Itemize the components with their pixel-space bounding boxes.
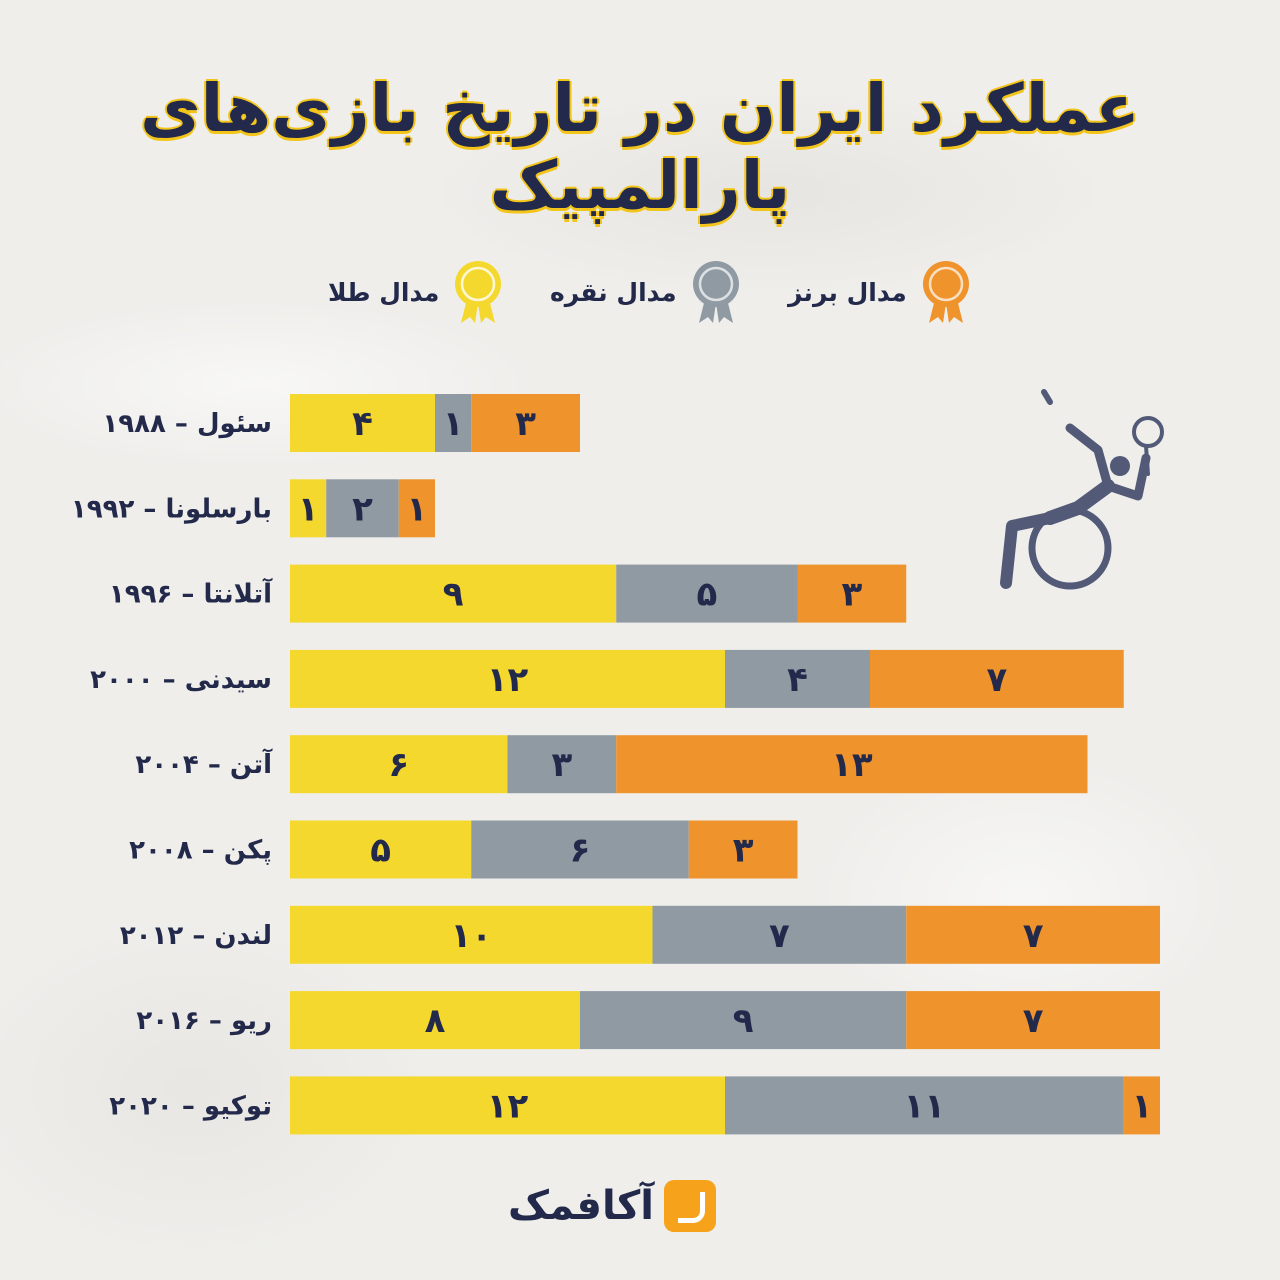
bar-segment-gold xyxy=(290,564,617,623)
data-label-bronze: ۳ xyxy=(733,831,754,871)
data-label-silver: ۲ xyxy=(352,489,373,529)
category-label: ۱۹۸۸ – سئول xyxy=(102,409,272,439)
data-label-gold: ۵ xyxy=(370,831,391,871)
data-label-silver: ۱ xyxy=(443,404,464,444)
brand-logo: آکافمک xyxy=(508,1178,716,1234)
data-label-silver: ۶ xyxy=(570,831,591,871)
gold-medal-icon xyxy=(455,261,502,323)
bar-segment-silver xyxy=(435,394,472,452)
bar-segment-gold xyxy=(290,991,580,1050)
category-label: ۲۰۱۶ – ریو xyxy=(136,1006,272,1036)
bar-segment-bronze xyxy=(616,735,1088,794)
category-label: ۲۰۲۰ – توکیو xyxy=(109,1091,272,1121)
bar-segment-bronze xyxy=(688,820,798,879)
data-label-silver: ۳ xyxy=(551,745,572,785)
data-label-bronze: ۷ xyxy=(986,660,1007,700)
legend-item-bronze: مدال برنز xyxy=(788,252,971,332)
data-label-silver: ۷ xyxy=(769,916,790,956)
category-label: ۱۹۹۶ – آتلانتا xyxy=(109,578,273,610)
data-label-bronze: ۷ xyxy=(1023,1001,1044,1041)
wheelchair-badminton-icon xyxy=(1000,389,1164,590)
bar-segment-gold xyxy=(290,479,327,538)
bar-segment-silver xyxy=(580,991,907,1050)
bronze-medal-icon xyxy=(922,261,969,323)
bar-segment-bronze xyxy=(906,905,1160,964)
category-label: ۲۰۱۲ – لندن xyxy=(120,921,272,951)
category-label: ۲۰۰۸ – پکن xyxy=(129,836,272,866)
category-label: ۱۹۹۲ – بارسلونا xyxy=(71,494,272,524)
category-label: ۲۰۰۰ – سیدنی xyxy=(90,665,272,695)
bar-segment-silver xyxy=(326,479,399,538)
data-label-silver: ۴ xyxy=(787,660,808,700)
data-label-gold: ۴ xyxy=(352,404,373,444)
bar-segment-silver xyxy=(471,820,689,879)
bar-segment-gold xyxy=(290,394,435,452)
data-label-silver: ۹ xyxy=(733,1001,754,1041)
bar-segment-silver xyxy=(507,735,617,794)
legend-label-bronze: مدال برنز xyxy=(788,277,907,307)
data-label-bronze: ۳ xyxy=(841,575,862,615)
data-label-silver: ۵ xyxy=(696,575,717,615)
bar-segment-bronze xyxy=(906,991,1160,1050)
legend-item-gold: مدال طلا xyxy=(328,252,503,332)
brand-logo-icon xyxy=(664,1180,716,1232)
data-label-gold: ۱۲ xyxy=(487,660,529,700)
data-label-silver: ۱۱ xyxy=(904,1086,946,1126)
bar-segment-gold xyxy=(290,905,653,964)
page-title: عملکرد ایران در تاریخ بازی‌های پارالمپیک xyxy=(140,70,1140,224)
bar-segment-silver xyxy=(725,1076,1124,1135)
category-label: ۲۰۰۴ – آتن xyxy=(135,748,273,780)
legend-label-gold: مدال طلا xyxy=(328,277,440,307)
chart-legend: مدال برنز مدال نقره مدال طلا xyxy=(300,252,1000,332)
data-label-gold: ۹ xyxy=(443,575,464,615)
data-label-bronze: ۱۳ xyxy=(831,745,873,785)
data-label-bronze: ۷ xyxy=(1023,916,1044,956)
data-label-bronze: ۱ xyxy=(1131,1086,1152,1126)
bar-segment-bronze xyxy=(471,394,580,452)
bar-segment-bronze xyxy=(870,649,1124,708)
bar-segment-silver xyxy=(616,564,798,623)
data-label-gold: ۱۰ xyxy=(450,916,492,956)
data-label-gold: ۱۲ xyxy=(487,1086,529,1126)
brand-name: آکافمک xyxy=(508,1183,654,1229)
bar-segment-silver xyxy=(652,905,907,964)
data-label-gold: ۸ xyxy=(425,1001,446,1041)
data-label-gold: ۱ xyxy=(298,489,319,529)
data-label-bronze: ۳ xyxy=(515,404,536,444)
legend-label-silver: مدال نقره xyxy=(550,277,677,307)
legend-item-silver: مدال نقره xyxy=(550,252,741,332)
data-label-gold: ۶ xyxy=(388,745,409,785)
bar-segment-gold xyxy=(290,649,725,708)
data-label-bronze: ۱ xyxy=(406,489,427,529)
bar-segment-bronze xyxy=(398,479,435,538)
bar-segment-gold xyxy=(290,735,508,794)
bar-segment-bronze xyxy=(797,564,907,623)
bar-segment-gold xyxy=(290,820,472,879)
bar-segment-bronze xyxy=(1123,1076,1160,1135)
bar-segment-gold xyxy=(290,1076,725,1135)
silver-medal-icon xyxy=(692,261,739,323)
bar-segment-silver xyxy=(725,649,870,708)
